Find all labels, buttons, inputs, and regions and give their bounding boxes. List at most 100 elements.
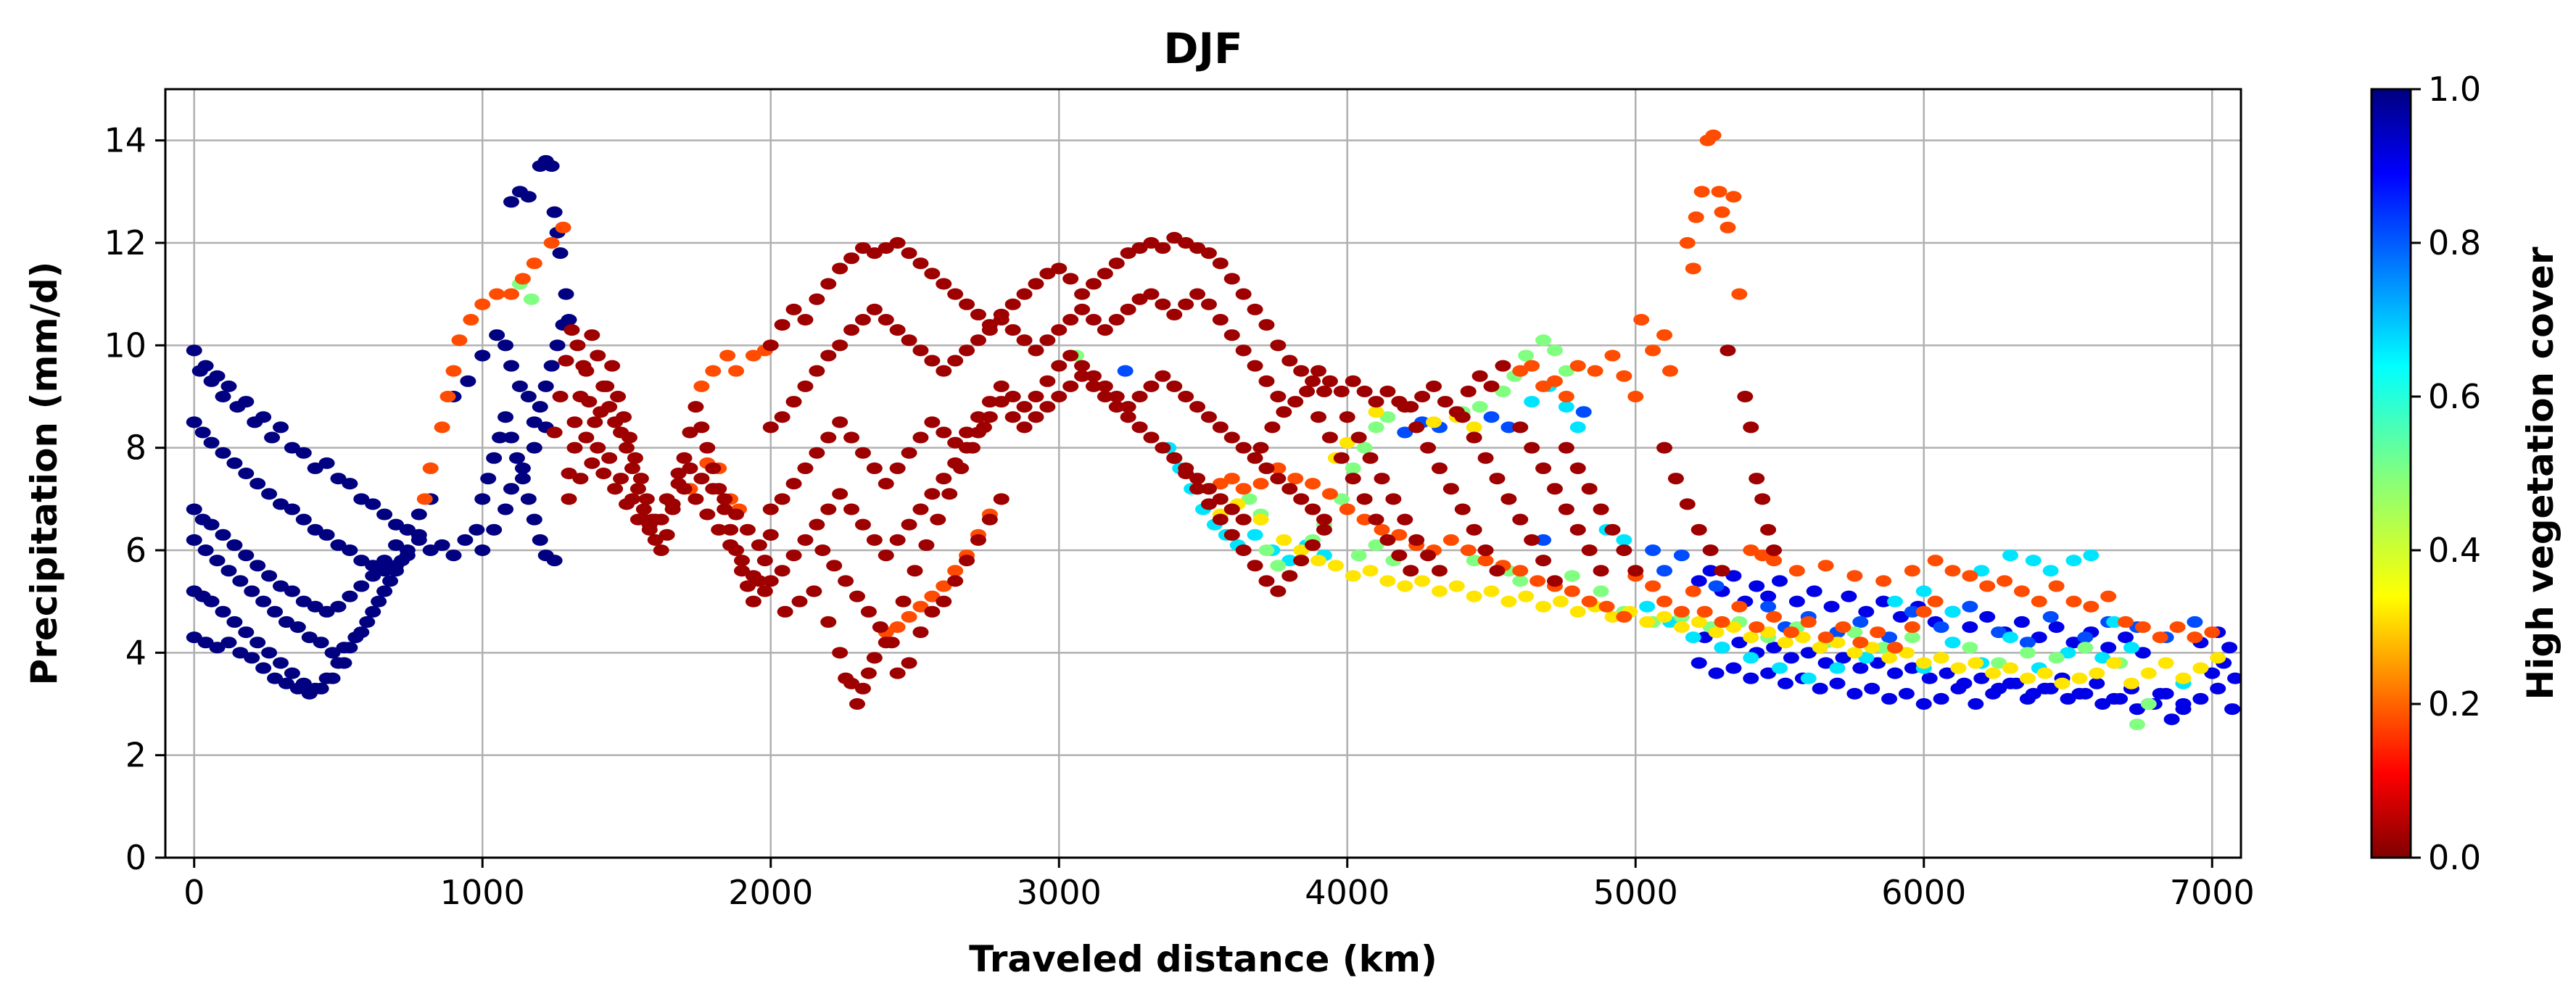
data-point — [878, 242, 894, 254]
data-point — [552, 247, 569, 260]
data-point — [1120, 411, 1136, 423]
data-point — [1178, 237, 1194, 249]
data-point — [1933, 692, 1949, 705]
data-point — [261, 647, 278, 659]
data-point — [1281, 555, 1298, 567]
data-point — [2065, 637, 2082, 649]
data-point — [238, 396, 255, 408]
data-point — [1189, 483, 1206, 495]
data-point — [1725, 662, 1742, 674]
data-point — [439, 391, 456, 402]
data-point — [843, 252, 860, 265]
data-point — [215, 391, 231, 402]
data-point — [638, 493, 655, 505]
data-point — [1846, 570, 1863, 582]
data-point — [1108, 257, 1125, 270]
data-point — [1270, 585, 1287, 597]
data-point — [1696, 631, 1713, 644]
data-point — [1904, 631, 1920, 644]
data-point — [249, 478, 266, 490]
data-point — [593, 406, 609, 418]
data-point — [1166, 308, 1183, 320]
data-point — [410, 508, 427, 521]
data-point — [1962, 642, 1978, 654]
data-point — [1962, 600, 1978, 613]
data-point — [1500, 595, 1517, 608]
data-point — [508, 452, 525, 464]
data-point — [635, 503, 652, 515]
data-point — [699, 508, 716, 521]
data-point — [1823, 600, 1840, 613]
data-point — [1524, 360, 1540, 372]
data-point — [717, 503, 733, 515]
data-point — [936, 365, 952, 377]
data-point — [1546, 483, 1563, 495]
data-point — [552, 391, 569, 402]
data-point — [1097, 391, 1113, 402]
data-point — [1593, 503, 1609, 515]
data-point — [1397, 426, 1413, 439]
data-point — [1939, 667, 1955, 679]
data-point — [1633, 314, 1650, 326]
x-tick-label: 5000 — [1593, 873, 1678, 912]
data-point — [1841, 590, 1857, 602]
data-point — [2163, 713, 2180, 726]
data-point — [866, 303, 883, 315]
chart-title: DJF — [1163, 24, 1242, 73]
data-point — [1117, 365, 1134, 377]
data-point — [1546, 575, 1563, 587]
data-point — [785, 550, 802, 562]
data-point — [924, 416, 941, 428]
data-point — [1973, 672, 1990, 684]
data-point — [1688, 211, 1704, 223]
data-point — [1575, 406, 1592, 418]
data-point — [301, 631, 318, 644]
data-point — [330, 473, 347, 485]
data-point — [2112, 692, 2129, 705]
y-axis-ticks: 0 2 4 6 8 10 12 14 — [104, 121, 165, 877]
data-point — [1426, 380, 1442, 392]
data-point — [1927, 555, 1944, 567]
data-point — [1731, 600, 1748, 613]
data-point — [2187, 616, 2203, 628]
data-point — [1887, 642, 1903, 654]
data-point — [866, 247, 883, 260]
data-point — [474, 298, 491, 310]
data-point — [215, 529, 231, 541]
data-point — [1310, 555, 1326, 567]
data-point — [1743, 652, 1759, 664]
data-point — [1829, 677, 1846, 689]
data-point — [705, 365, 722, 377]
data-point — [1679, 237, 1696, 249]
data-point — [1598, 600, 1615, 613]
data-point — [353, 580, 370, 592]
data-point — [1616, 544, 1632, 556]
data-point — [376, 555, 393, 567]
data-point — [619, 442, 635, 454]
data-point — [1760, 626, 1777, 639]
data-point — [324, 647, 341, 659]
data-point — [1397, 580, 1413, 592]
data-point — [1685, 585, 1701, 597]
data-point — [1546, 344, 1563, 357]
data-point — [1870, 657, 1886, 669]
data-point — [1800, 647, 1817, 659]
data-point — [273, 580, 289, 592]
data-point — [814, 544, 831, 556]
data-point — [267, 672, 284, 684]
data-point — [1881, 692, 1898, 705]
data-point — [295, 513, 312, 526]
data-point — [981, 324, 998, 336]
data-point — [569, 339, 586, 352]
data-point — [1829, 662, 1846, 674]
data-point — [1212, 257, 1229, 270]
data-point — [762, 575, 779, 587]
data-point — [526, 257, 542, 270]
data-point — [1466, 523, 1482, 536]
data-point — [2083, 600, 2100, 613]
data-point — [511, 380, 528, 392]
data-point — [561, 493, 577, 505]
data-point — [1702, 565, 1719, 577]
data-point — [970, 411, 986, 423]
data-point — [936, 278, 952, 290]
